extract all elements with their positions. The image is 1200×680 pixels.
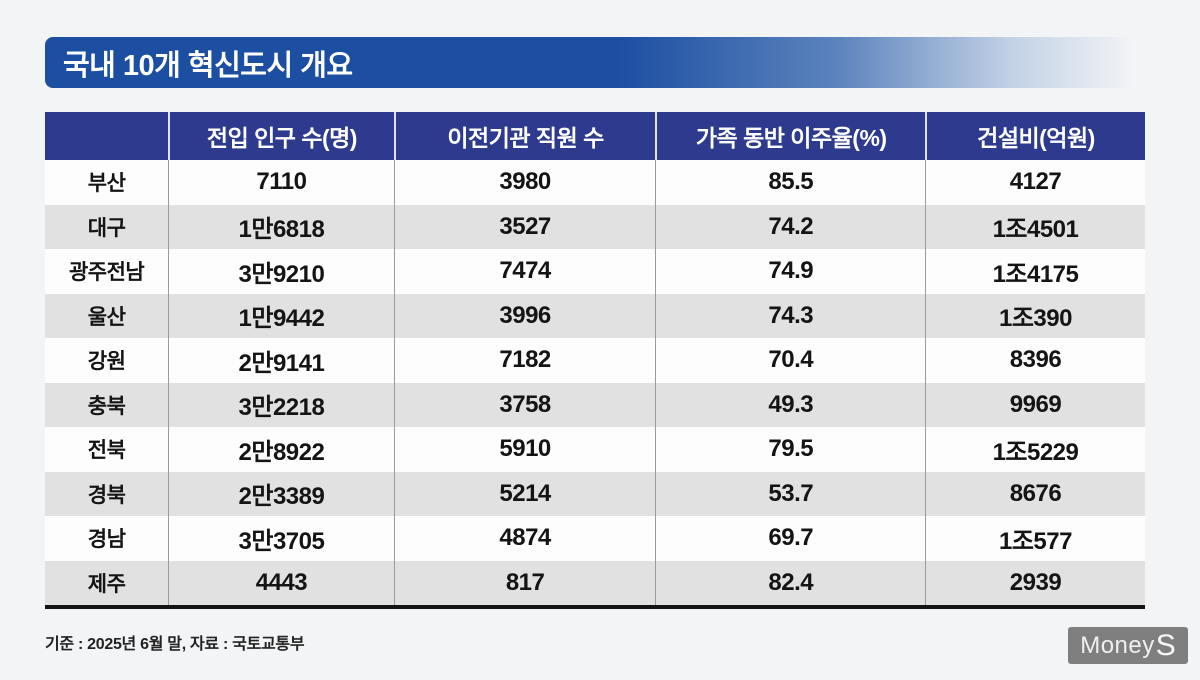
employees-value: 3980 — [393, 160, 656, 205]
cost-value: 8396 — [924, 338, 1145, 383]
table-body: 부산 7110 3980 85.5 4127 대구 1만6818 3527 74… — [45, 160, 1145, 605]
employees-value: 3527 — [393, 204, 656, 249]
table-row: 울산 1만9442 3996 74.3 1조390 — [45, 293, 1145, 338]
population-value: 7110 — [168, 160, 394, 205]
cost-value: 1조4501 — [924, 204, 1145, 249]
family-rate-value: 74.9 — [655, 249, 925, 294]
population-value: 4443 — [168, 560, 394, 605]
title-bar: 국내 10개 혁신도시 개요 — [45, 37, 1145, 88]
family-rate-value: 70.4 — [655, 338, 925, 383]
table-row: 경남 3만3705 4874 69.7 1조577 — [45, 516, 1145, 561]
family-rate-value: 49.3 — [655, 382, 925, 427]
city-label: 부산 — [87, 172, 126, 196]
city-label: 대구 — [87, 216, 126, 240]
header-cell-family-rate: 가족 동반 이주율(%) — [655, 112, 925, 160]
population-value: 3만3705 — [168, 516, 394, 561]
city-label: 강원 — [87, 350, 126, 374]
population-value: 2만8922 — [168, 427, 394, 472]
cost-value: 1조577 — [924, 516, 1145, 561]
cost-value: 1조4175 — [924, 249, 1145, 294]
logo-text-money: Money — [1080, 631, 1155, 659]
cost-value: 4127 — [924, 160, 1145, 205]
city-label: 제주 — [87, 572, 126, 596]
table-row: 제주 4443 817 82.4 2939 — [45, 560, 1145, 605]
employees-value: 5910 — [393, 427, 656, 472]
family-rate-value: 82.4 — [655, 560, 925, 605]
city-label: 광주전남 — [68, 261, 145, 285]
employees-value: 7182 — [393, 338, 656, 383]
employees-value: 817 — [393, 560, 656, 605]
family-rate-value: 53.7 — [655, 471, 925, 516]
moneys-logo: Money S — [1068, 627, 1188, 664]
logo-text-s: S — [1155, 628, 1176, 662]
population-value: 2만9141 — [168, 338, 394, 383]
employees-value: 4874 — [393, 516, 656, 561]
population-value: 2만3389 — [168, 471, 394, 516]
table-row: 광주전남 3만9210 7474 74.9 1조4175 — [45, 249, 1145, 294]
city-label: 충북 — [87, 394, 126, 418]
city-label: 울산 — [87, 305, 126, 329]
employees-value: 3758 — [393, 382, 656, 427]
population-value: 1만9442 — [168, 293, 394, 338]
family-rate-value: 74.2 — [655, 204, 925, 249]
city-label: 경남 — [87, 528, 126, 552]
header-cell-population: 전입 인구 수(명) — [168, 112, 394, 160]
table-header-row: 전입 인구 수(명) 이전기관 직원 수 가족 동반 이주율(%) 건설비(억원… — [45, 112, 1145, 160]
employees-value: 5214 — [393, 471, 656, 516]
cost-value: 8676 — [924, 471, 1145, 516]
population-value: 3만2218 — [168, 382, 394, 427]
population-value: 1만6818 — [168, 204, 394, 249]
city-label: 경북 — [87, 483, 126, 507]
source-note: 기준 : 2025년 6월 말, 자료 : 국토교통부 — [45, 636, 305, 653]
table-row: 대구 1만6818 3527 74.2 1조4501 — [45, 204, 1145, 249]
city-label: 전북 — [87, 439, 126, 463]
table-row: 충북 3만2218 3758 49.3 9969 — [45, 382, 1145, 427]
innovation-city-table: 전입 인구 수(명) 이전기관 직원 수 가족 동반 이주율(%) 건설비(억원… — [45, 112, 1145, 609]
cost-value: 1조5229 — [924, 427, 1145, 472]
header-cell-employees: 이전기관 직원 수 — [393, 112, 656, 160]
cost-value: 1조390 — [924, 293, 1145, 338]
employees-value: 3996 — [393, 293, 656, 338]
family-rate-value: 85.5 — [655, 160, 925, 205]
family-rate-value: 74.3 — [655, 293, 925, 338]
employees-value: 7474 — [393, 249, 656, 294]
cost-value: 9969 — [924, 382, 1145, 427]
table-row: 강원 2만9141 7182 70.4 8396 — [45, 338, 1145, 383]
table-row: 경북 2만3389 5214 53.7 8676 — [45, 471, 1145, 516]
family-rate-value: 79.5 — [655, 427, 925, 472]
cost-value: 2939 — [924, 560, 1145, 605]
page-title: 국내 10개 혁신도시 개요 — [63, 49, 353, 82]
family-rate-value: 69.7 — [655, 516, 925, 561]
population-value: 3만9210 — [168, 249, 394, 294]
header-cell-cost: 건설비(억원) — [924, 112, 1145, 160]
table-row: 부산 7110 3980 85.5 4127 — [45, 160, 1145, 205]
header-cell-city — [45, 112, 168, 160]
table-row: 전북 2만8922 5910 79.5 1조5229 — [45, 427, 1145, 472]
